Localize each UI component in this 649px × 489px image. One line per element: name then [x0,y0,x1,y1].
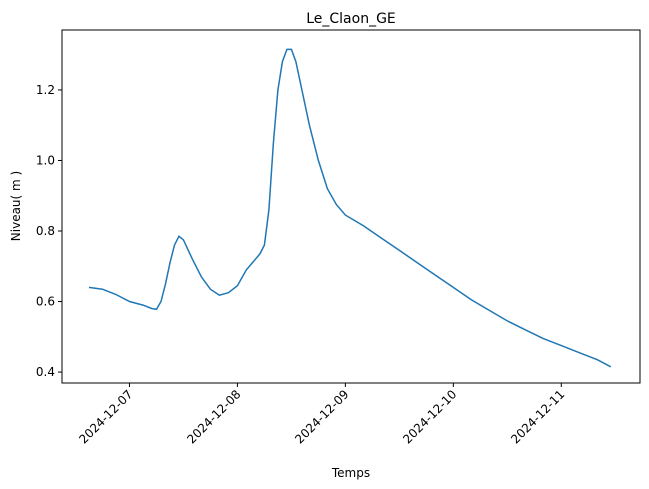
plot-frame [61,29,641,384]
x-tick-label: 2024-12-10 [400,387,459,446]
x-axis-label: Temps [331,466,370,480]
y-tick-label: 1.0 [36,153,55,167]
data-line [88,48,612,368]
y-axis-label: Niveau( m ) [9,171,23,241]
chart-title: Le_Claon_GE [306,11,396,27]
x-tick-label: 2024-12-08 [184,387,243,446]
x-tick-label: 2024-12-11 [508,387,567,446]
y-tick-label: 0.6 [36,295,55,309]
y-tick-label: 1.2 [36,83,55,97]
y-tick-label: 0.8 [36,224,55,238]
x-tick-label: 2024-12-09 [292,387,351,446]
y-tick-label: 0.4 [36,365,55,379]
x-tick-label: 2024-12-07 [76,387,135,446]
